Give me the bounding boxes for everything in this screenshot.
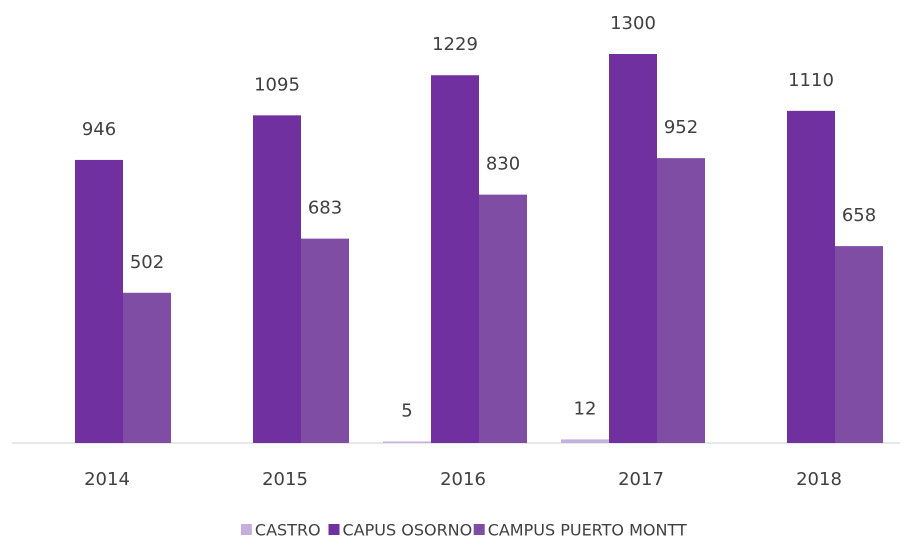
legend-label: CAPUS OSORNO bbox=[343, 521, 473, 540]
bar bbox=[835, 246, 883, 443]
bar bbox=[123, 292, 171, 443]
data-label: 5 bbox=[401, 401, 412, 422]
data-label: 1110 bbox=[788, 70, 834, 91]
data-label: 830 bbox=[486, 154, 520, 175]
bar bbox=[253, 115, 301, 443]
bar bbox=[75, 159, 123, 444]
x-tick-label: 2018 bbox=[796, 469, 842, 490]
bar bbox=[657, 158, 705, 443]
legend-swatch bbox=[240, 524, 252, 535]
data-label: 1095 bbox=[254, 74, 300, 95]
data-label: 12 bbox=[574, 398, 597, 419]
data-label: 1300 bbox=[610, 13, 656, 34]
legend-swatch bbox=[328, 524, 340, 535]
legend-label: CASTRO bbox=[255, 521, 321, 540]
bar bbox=[301, 238, 349, 443]
bar bbox=[561, 439, 609, 443]
data-label: 502 bbox=[130, 252, 164, 273]
bar bbox=[787, 110, 835, 443]
bar bbox=[479, 194, 527, 443]
bar bbox=[383, 441, 431, 444]
data-label: 683 bbox=[308, 198, 342, 219]
bar bbox=[431, 75, 479, 443]
legend-swatch bbox=[473, 524, 485, 535]
data-label: 946 bbox=[82, 119, 116, 140]
legend-label: CAMPUS PUERTO MONTT bbox=[488, 521, 687, 540]
data-label: 952 bbox=[664, 117, 698, 138]
bar bbox=[609, 54, 657, 443]
x-tick-label: 2015 bbox=[262, 469, 308, 490]
data-label: 658 bbox=[842, 205, 876, 226]
x-tick-label: 2014 bbox=[84, 469, 130, 490]
x-tick-label: 2016 bbox=[440, 469, 486, 490]
data-label: 1229 bbox=[432, 34, 478, 55]
x-tick-label: 2017 bbox=[618, 469, 664, 490]
